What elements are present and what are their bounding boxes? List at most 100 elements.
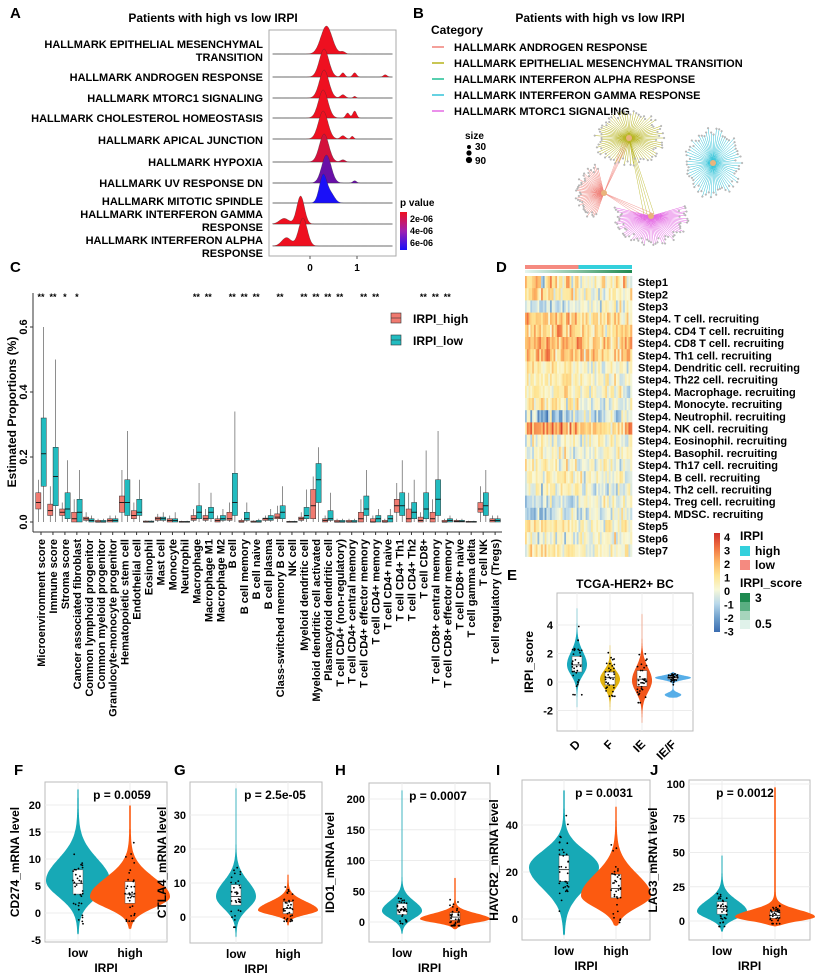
network-edge: [686, 154, 714, 164]
heatmap-cell: [605, 532, 608, 545]
heatmap-cell: [573, 288, 576, 301]
x-tick-label: B cell: [227, 539, 239, 568]
data-point: [723, 925, 726, 928]
irpi-legend-swatch: [740, 560, 750, 570]
data-point: [638, 653, 641, 656]
heatmap-cell: [576, 276, 579, 289]
x-tick-label: Neutrophil: [179, 539, 191, 594]
heatmap-cell: [596, 483, 599, 496]
heatmap-cell: [628, 434, 631, 448]
significance-stars: **: [420, 292, 428, 302]
heatmap-cell: [587, 337, 590, 350]
heatmap-cell: [614, 324, 617, 338]
data-point: [289, 920, 292, 923]
heatmap-cell: [558, 288, 561, 301]
heatmap-cell: [571, 434, 574, 448]
heatmap-cell: [557, 544, 560, 557]
heatmap-cell: [562, 373, 565, 387]
heatmap-cell: [628, 520, 631, 533]
heatmap-cell: [610, 337, 613, 350]
network-edge: [687, 162, 714, 171]
heatmap-cell: [605, 276, 608, 289]
ridge-density: [272, 217, 393, 247]
data-point: [612, 690, 614, 693]
heatmap-cell: [607, 471, 610, 484]
heatmap-cell: [628, 337, 631, 350]
heatmap-cell: [533, 459, 536, 472]
heatmap-cell: [557, 434, 560, 448]
heatmap-cell: [626, 398, 629, 411]
network-edge: [590, 169, 605, 194]
network-edge: [617, 215, 652, 218]
heatmap-cell: [589, 312, 592, 326]
y-tick-label: 200: [347, 794, 365, 806]
irpi-legend-swatch: [740, 546, 750, 556]
heatmap-cell: [585, 276, 588, 289]
gene-node: [741, 162, 744, 165]
heatmap-cell: [585, 312, 588, 326]
data-point: [617, 884, 620, 887]
heatmap-cell: [553, 446, 556, 460]
heatmap-cell: [573, 459, 576, 472]
data-point: [571, 662, 573, 664]
network-edge: [584, 178, 605, 194]
heatmap-cell: [569, 337, 572, 350]
heatmap-cell: [630, 361, 633, 374]
heatmap-cell: [601, 544, 604, 557]
heatmap-cell: [525, 276, 528, 289]
heatmap-cell: [594, 446, 597, 460]
data-point: [72, 870, 75, 872]
data-point: [80, 882, 83, 884]
network-edge: [650, 214, 686, 217]
significance-stars: **: [193, 292, 201, 302]
heatmap-cell: [544, 398, 547, 411]
heatmap-cell: [548, 446, 551, 460]
heatmap-cell: [583, 434, 586, 448]
heatmap-cell: [580, 422, 583, 435]
heatmap-cell: [549, 385, 553, 399]
network-edge: [712, 138, 735, 164]
heatmap-cell: [614, 337, 617, 350]
x-tick-label: Stroma score: [60, 539, 72, 609]
network-edge: [605, 137, 630, 155]
heatmap-cell: [533, 361, 536, 374]
heatmap-cell: [585, 434, 588, 448]
heatmap-cell: [558, 276, 561, 289]
gene-node: [650, 124, 653, 127]
heatmap-cell: [528, 434, 531, 448]
panel-label-b: B: [413, 5, 424, 22]
data-point: [769, 917, 772, 920]
network-edge: [620, 215, 652, 217]
gene-node: [582, 174, 585, 177]
heatmap-cell: [587, 312, 590, 326]
heatmap-cell: [562, 422, 565, 435]
data-point: [573, 649, 576, 652]
network-edge: [712, 162, 733, 182]
heatmap-cell: [619, 532, 622, 545]
heatmap-cell: [589, 373, 592, 387]
data-point: [574, 693, 576, 696]
gene-node: [622, 232, 625, 235]
heatmap-cell: [599, 544, 602, 557]
gene-node: [614, 208, 617, 211]
gene-node: [616, 222, 619, 225]
heatmap-cell: [590, 507, 594, 521]
heatmap-cell: [626, 495, 629, 509]
y-tick-label: 150: [347, 825, 365, 837]
gene-node: [610, 116, 613, 119]
heatmap-cell: [558, 385, 561, 399]
network-edge: [617, 215, 652, 225]
gene-node: [732, 185, 735, 188]
network-graph: [574, 109, 744, 246]
data-point: [719, 895, 722, 898]
network-edge: [650, 211, 687, 217]
heatmap-cell: [537, 544, 540, 557]
data-point: [132, 841, 135, 844]
network-edge: [615, 209, 652, 217]
data-point: [719, 922, 722, 924]
heatmap-cell: [560, 532, 563, 545]
heatmap-cell: [530, 532, 533, 545]
heatmap-cell: [569, 459, 572, 472]
network-edge: [591, 192, 605, 213]
category-legend-label: HALLMARK MTORC1 SIGNALING: [454, 106, 630, 118]
